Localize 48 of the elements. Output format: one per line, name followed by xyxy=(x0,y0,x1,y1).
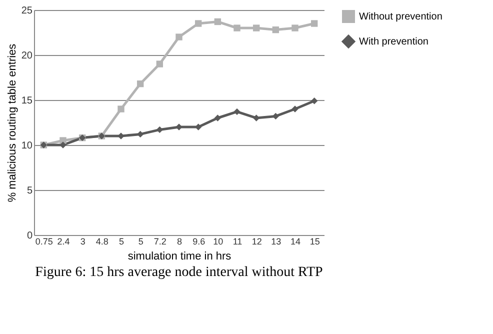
y-tick-label: 20 xyxy=(21,50,33,62)
point xyxy=(156,126,164,134)
y-tick-label: 15 xyxy=(21,96,33,106)
point xyxy=(176,34,182,40)
point xyxy=(214,114,222,122)
point xyxy=(136,130,144,138)
legend-label: With prevention xyxy=(359,36,428,48)
point xyxy=(252,24,260,32)
point xyxy=(292,24,298,32)
x-tick-label: 7.2 xyxy=(154,236,166,246)
x-tick-label: 11 xyxy=(232,236,242,246)
x-tick-label: 4.8 xyxy=(96,236,108,246)
x-tick-label: 8 xyxy=(176,236,182,246)
x-axis-title: simulation time in hrs xyxy=(128,250,232,262)
x-tick-label: 14 xyxy=(290,236,301,246)
point xyxy=(194,20,202,27)
point xyxy=(156,60,164,68)
x-tick-label: 5 xyxy=(118,236,124,246)
point xyxy=(136,80,144,88)
point xyxy=(272,26,280,34)
point xyxy=(234,24,240,32)
y-tick-label: 0 xyxy=(26,230,33,242)
x-tick-label: 13 xyxy=(271,236,282,246)
point xyxy=(176,124,182,130)
legend-label: Without prevention xyxy=(359,12,442,22)
x-tick-label: 5 xyxy=(138,236,144,246)
point xyxy=(60,142,66,148)
point xyxy=(310,20,318,27)
x-tick-label: 15 xyxy=(310,236,320,246)
x-tick-label: 12 xyxy=(252,236,262,246)
x-tick-label: 10 xyxy=(213,236,224,246)
x-tick-label: 9.6 xyxy=(192,236,206,246)
point xyxy=(292,106,298,112)
point xyxy=(252,114,260,122)
point xyxy=(118,106,124,112)
x-tick-label: 0.75 xyxy=(35,236,53,246)
point xyxy=(234,108,240,116)
point xyxy=(272,112,280,120)
caption: Figure 6: 15 hrs average node interval without RTP xyxy=(35,265,324,280)
point xyxy=(310,98,318,104)
y-tick-label: 10 xyxy=(21,140,33,152)
y-axis-title: % malicious routing table entries xyxy=(6,43,18,202)
y-tick-label: 25 xyxy=(21,6,33,16)
point xyxy=(118,132,124,140)
point xyxy=(214,18,222,26)
x-tick-label: 2.4 xyxy=(57,236,70,246)
x-tick-label: 3 xyxy=(80,236,86,246)
y-tick-label: 5 xyxy=(26,186,33,196)
